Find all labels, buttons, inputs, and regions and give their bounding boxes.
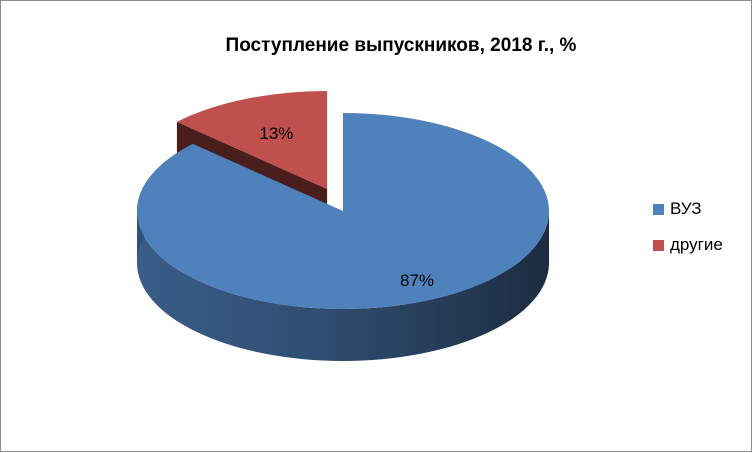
slice-vuz [136,113,550,309]
legend-label-drugie: другие [670,235,723,254]
data-label-vuz: 87% [400,271,434,290]
legend-item-vuz: ВУЗ [653,198,723,220]
data-label-drugie: 13% [259,124,293,143]
chart-title: Поступление выпускников, 2018 г., % [225,35,577,56]
slice-drugie [176,90,328,189]
slice-side-vuz [137,211,549,361]
legend-label-vuz: ВУЗ [670,199,702,218]
legend-swatch-vuz [653,203,664,215]
legend-swatch-drugie [653,239,664,251]
legend-item-drugie: другие [653,234,723,256]
legend: ВУЗ другие [653,198,723,270]
